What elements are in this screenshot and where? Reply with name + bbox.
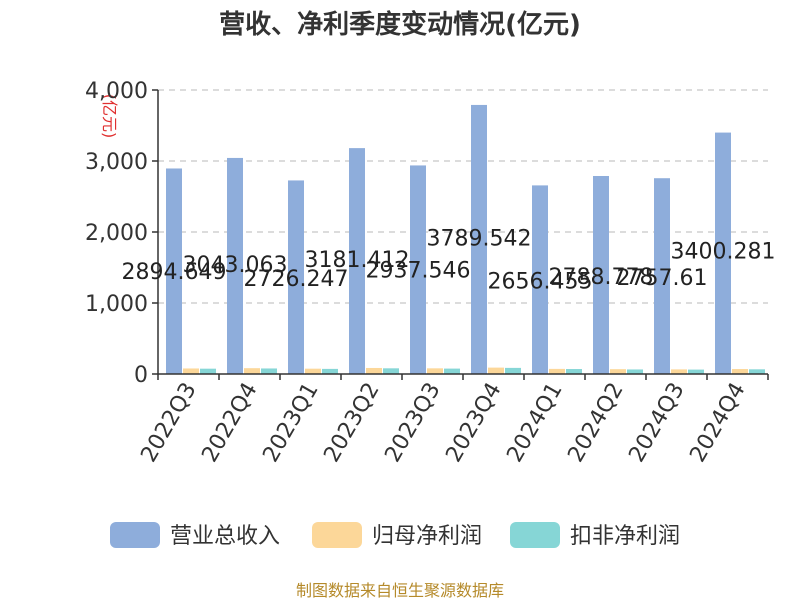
y-tick-label: 0 bbox=[134, 363, 148, 388]
data-label: 2894.649 bbox=[122, 260, 227, 285]
bar-net-profit[interactable] bbox=[366, 367, 382, 374]
y-tick-label: 3,000 bbox=[85, 150, 148, 175]
bar-deducted-net-profit[interactable] bbox=[322, 368, 338, 374]
x-tick-label: 2024Q2 bbox=[563, 379, 628, 467]
bar-net-profit[interactable] bbox=[305, 368, 321, 374]
y-tick-label: 1,000 bbox=[85, 292, 148, 317]
data-label: 2726.247 bbox=[244, 267, 349, 292]
bar-revenue[interactable] bbox=[227, 157, 243, 374]
bars bbox=[166, 104, 765, 375]
legend-swatch bbox=[312, 522, 362, 548]
x-tick-label: 2024Q1 bbox=[502, 379, 567, 467]
y-tick-label: 4,000 bbox=[85, 79, 148, 104]
bar-net-profit[interactable] bbox=[488, 367, 504, 374]
bar-net-profit[interactable] bbox=[183, 368, 199, 374]
x-ticks: 2022Q32022Q42023Q12023Q22023Q32023Q42024… bbox=[136, 374, 769, 467]
x-tick-label: 2023Q1 bbox=[258, 379, 323, 467]
bar-deducted-net-profit[interactable] bbox=[444, 368, 460, 374]
data-labels: 2894.6493043.0632726.2473181.4122937.546… bbox=[122, 226, 776, 294]
bar-revenue[interactable] bbox=[715, 132, 731, 374]
bar-net-profit[interactable] bbox=[610, 369, 626, 374]
x-tick-label: 2023Q4 bbox=[441, 379, 506, 467]
bar-net-profit[interactable] bbox=[244, 368, 260, 374]
source-note: 制图数据来自恒生聚源数据库 bbox=[296, 581, 504, 600]
x-tick-label: 2022Q3 bbox=[136, 379, 201, 467]
data-label: 2788.778 bbox=[549, 265, 654, 290]
y-ticks: 0 1,000 2,000 3,000 4,000 bbox=[85, 79, 158, 388]
bar-revenue[interactable] bbox=[288, 180, 304, 374]
data-label: 3400.281 bbox=[671, 239, 776, 264]
x-tick-label: 2023Q3 bbox=[380, 379, 445, 467]
bar-net-profit[interactable] bbox=[427, 368, 443, 374]
bar-revenue[interactable] bbox=[471, 104, 487, 375]
bar-deducted-net-profit[interactable] bbox=[200, 368, 216, 374]
bar-net-profit[interactable] bbox=[732, 369, 748, 374]
bar-revenue[interactable] bbox=[410, 165, 426, 374]
y-axis-label: (亿元) bbox=[100, 94, 119, 139]
bar-deducted-net-profit[interactable] bbox=[505, 367, 521, 374]
x-tick-label: 2024Q4 bbox=[685, 379, 750, 467]
x-tick-label: 2022Q4 bbox=[197, 379, 262, 467]
legend[interactable]: 营业总收入 归母净利润 扣非净利润 bbox=[110, 522, 680, 549]
legend-item[interactable]: 营业总收入 bbox=[110, 522, 280, 549]
data-label: 2656.455 bbox=[488, 270, 593, 295]
bar-deducted-net-profit[interactable] bbox=[261, 368, 277, 374]
y-tick-label: 2,000 bbox=[85, 221, 148, 246]
bar-deducted-net-profit[interactable] bbox=[383, 368, 399, 374]
bar-deducted-net-profit[interactable] bbox=[566, 369, 582, 374]
bar-revenue[interactable] bbox=[654, 178, 670, 374]
data-label: 3181.412 bbox=[305, 248, 410, 273]
bar-net-profit[interactable] bbox=[671, 369, 687, 374]
bar-revenue[interactable] bbox=[349, 148, 365, 374]
bar-revenue[interactable] bbox=[593, 175, 609, 374]
data-label: 2757.61 bbox=[617, 266, 708, 291]
legend-item[interactable]: 扣非净利润 bbox=[510, 522, 680, 549]
bar-deducted-net-profit[interactable] bbox=[688, 369, 704, 374]
legend-label: 扣非净利润 bbox=[570, 524, 680, 549]
data-label: 3789.542 bbox=[427, 226, 532, 251]
legend-label: 归母净利润 bbox=[372, 524, 482, 549]
bar-deducted-net-profit[interactable] bbox=[627, 369, 643, 374]
bar-revenue[interactable] bbox=[166, 168, 182, 374]
x-tick-label: 2024Q3 bbox=[624, 379, 689, 467]
legend-swatch bbox=[510, 522, 560, 548]
data-label: 3043.063 bbox=[183, 253, 288, 278]
chart-title: 营收、净利季度变动情况(亿元) bbox=[219, 9, 581, 40]
legend-label: 营业总收入 bbox=[170, 524, 280, 549]
data-label: 2937.546 bbox=[366, 259, 471, 284]
legend-item[interactable]: 归母净利润 bbox=[312, 522, 482, 549]
bar-net-profit[interactable] bbox=[549, 368, 565, 374]
x-tick-label: 2023Q2 bbox=[319, 379, 384, 467]
legend-swatch bbox=[110, 522, 160, 548]
bar-revenue[interactable] bbox=[532, 185, 548, 374]
bar-deducted-net-profit[interactable] bbox=[749, 369, 765, 374]
